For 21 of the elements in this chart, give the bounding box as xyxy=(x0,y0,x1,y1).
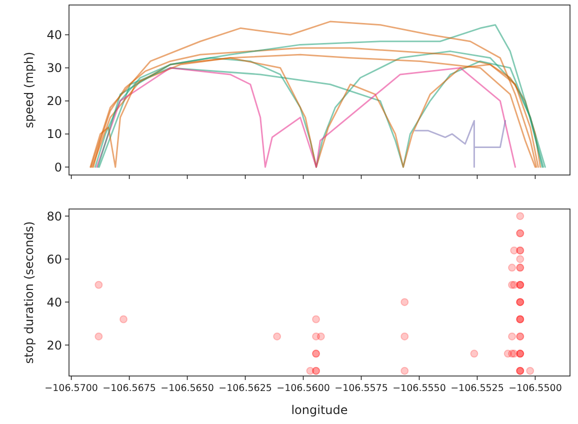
y-axis-title: stop duration (seconds) xyxy=(22,221,36,364)
y-tick-label: 40 xyxy=(46,295,62,310)
x-tick-label: −106.5700 xyxy=(44,383,98,394)
x-tick-label: −106.5625 xyxy=(218,383,272,394)
y-tick-label: 0 xyxy=(54,160,62,174)
x-tick-label: −106.5650 xyxy=(160,383,214,394)
x-tick-label: −106.5675 xyxy=(102,383,156,394)
y-tick-label: 20 xyxy=(46,338,62,352)
x-tick-label: −106.5575 xyxy=(334,383,388,394)
y-tick-label: 10 xyxy=(46,127,62,142)
x-tick-label: −106.5500 xyxy=(508,383,562,394)
y-tick-label: 60 xyxy=(46,252,62,266)
x-tick-label: −106.5600 xyxy=(276,383,330,394)
y-tick-label: 80 xyxy=(46,209,62,224)
y-tick-label: 20 xyxy=(46,94,62,108)
x-tick-label: −106.5550 xyxy=(392,383,446,394)
x-tick-label: −106.5525 xyxy=(450,383,504,394)
y-tick-label: 40 xyxy=(46,28,62,42)
y-tick-label: 30 xyxy=(46,61,62,76)
x-axis-title: longitude xyxy=(291,403,348,417)
y-axis-title: speed (mph) xyxy=(22,52,36,128)
